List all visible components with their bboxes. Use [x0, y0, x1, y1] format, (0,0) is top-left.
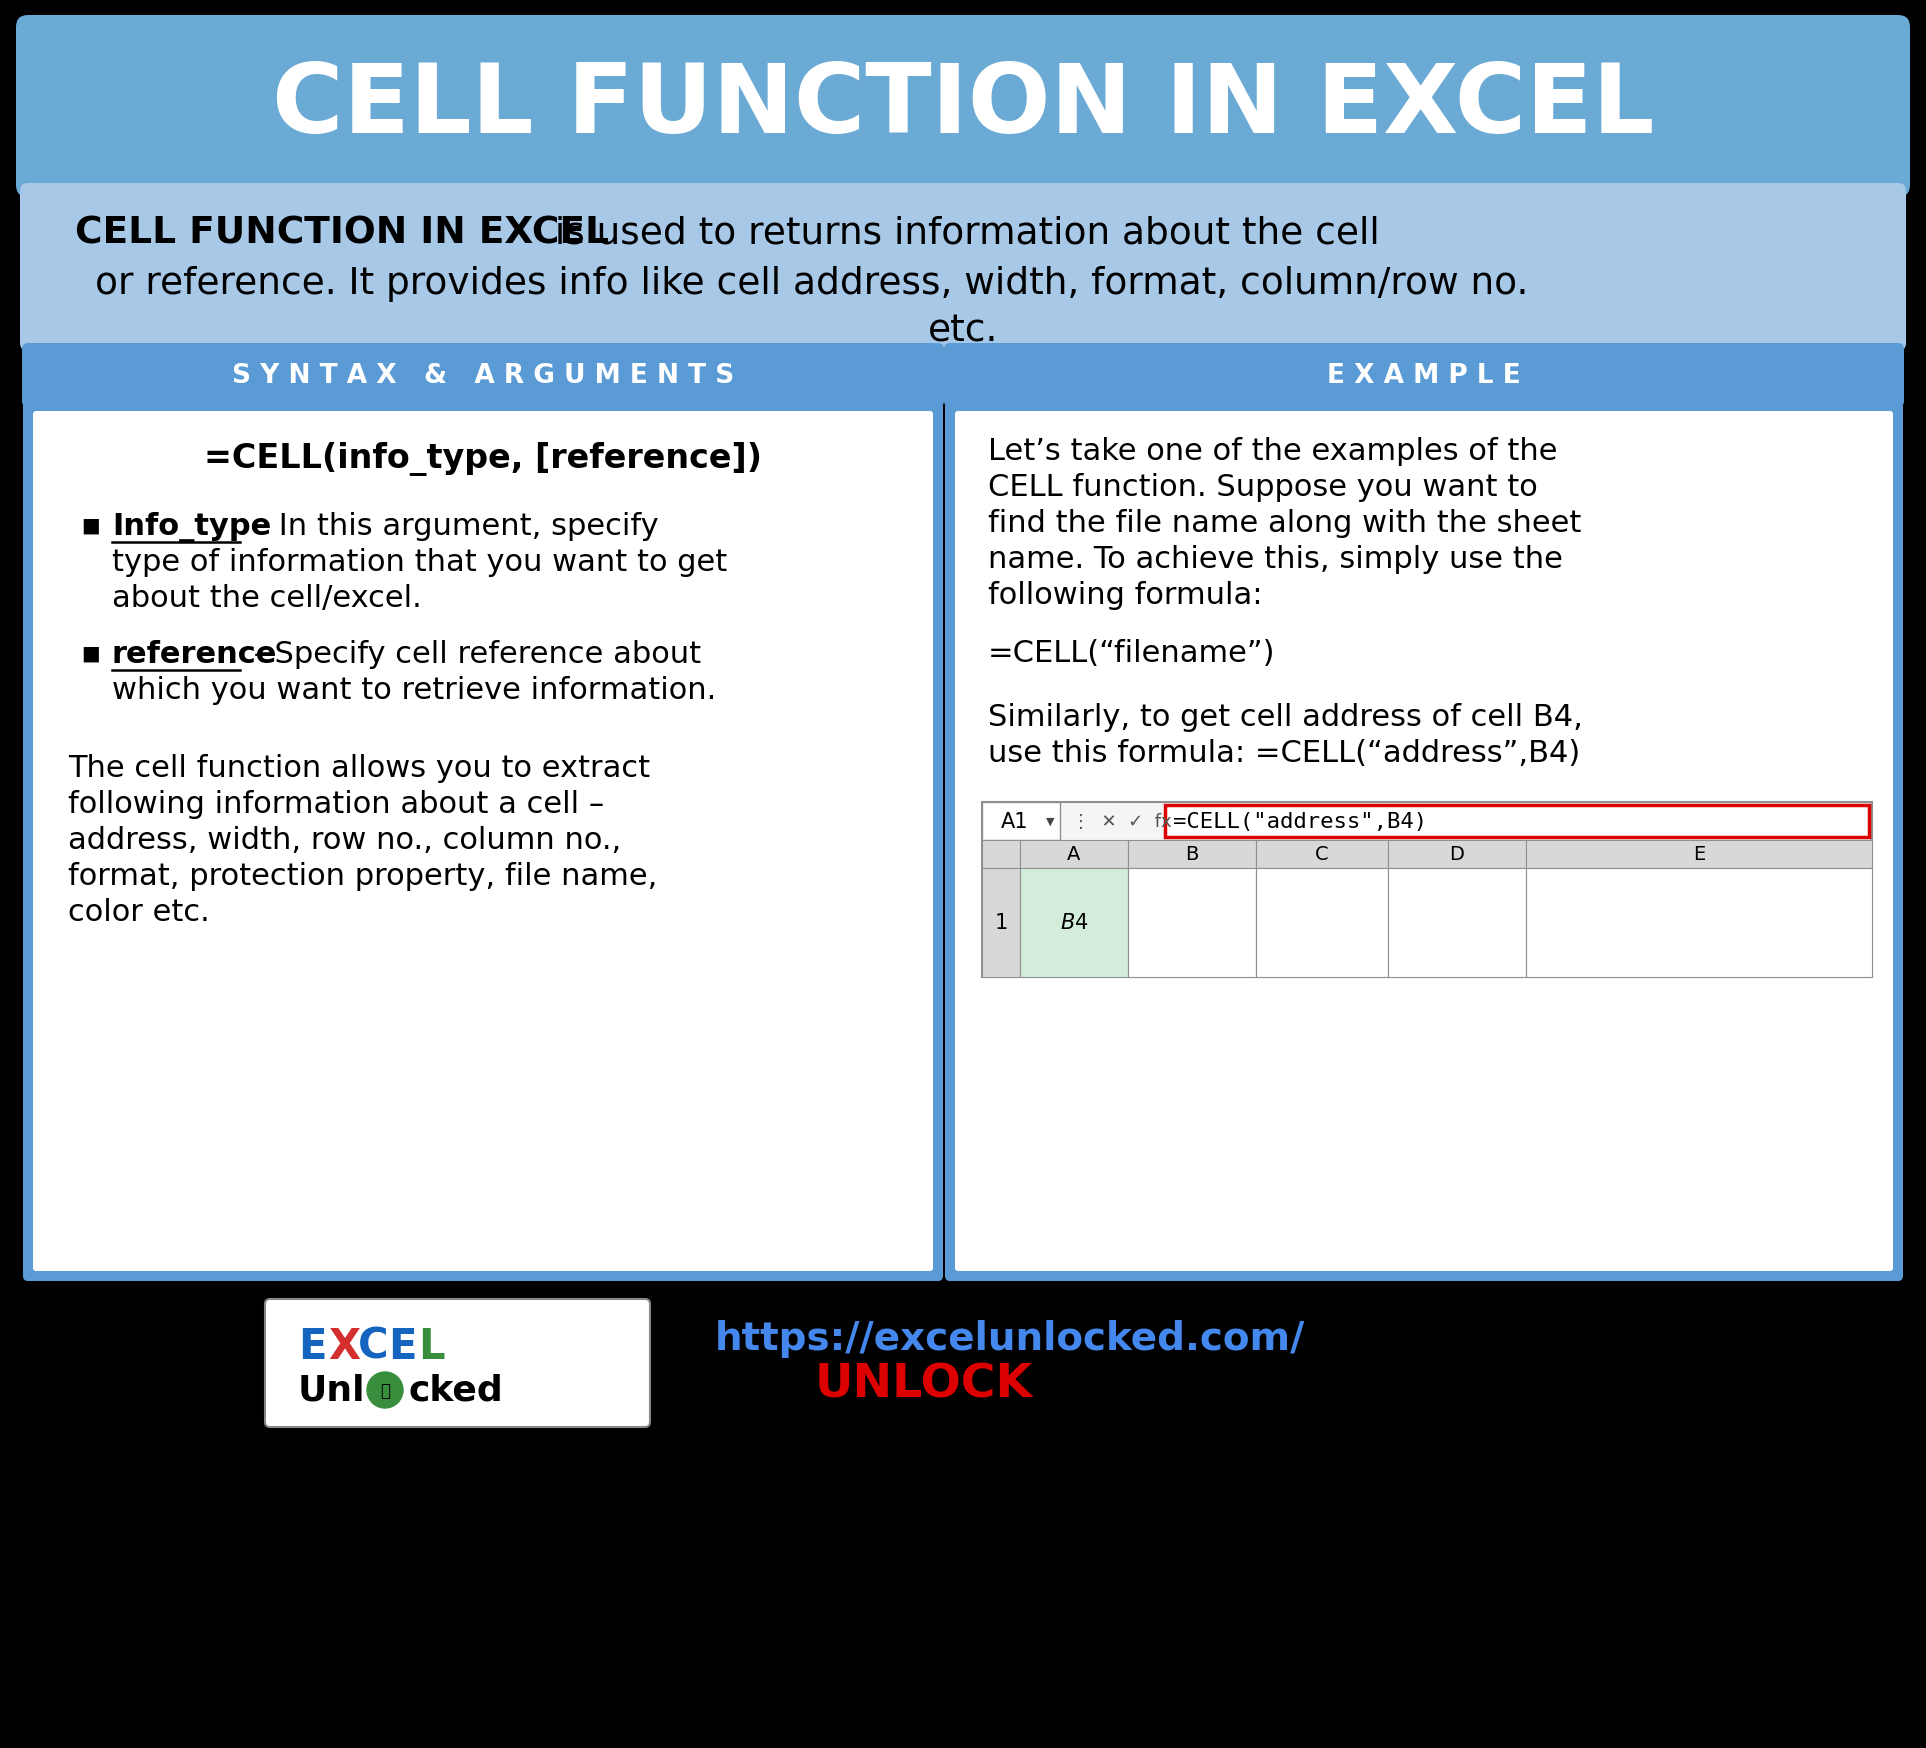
Text: CELL function. Suppose you want to: CELL function. Suppose you want to — [988, 472, 1537, 502]
FancyBboxPatch shape — [944, 344, 1905, 407]
FancyBboxPatch shape — [19, 184, 1907, 351]
Text: Similarly, to get cell address of cell B4,: Similarly, to get cell address of cell B… — [988, 703, 1583, 732]
Text: following formula:: following formula: — [988, 580, 1263, 610]
Text: or reference. It provides info like cell address, width, format, column/row no.: or reference. It provides info like cell… — [94, 266, 1529, 302]
Bar — [1021, 841, 1129, 869]
Text: cked: cked — [408, 1374, 503, 1407]
Text: format, protection property, file name,: format, protection property, file name, — [67, 862, 657, 890]
FancyBboxPatch shape — [955, 413, 1893, 1271]
Text: E: E — [1693, 844, 1705, 864]
Text: address, width, row no., column no.,: address, width, row no., column no., — [67, 825, 622, 855]
Bar — [982, 802, 1059, 841]
Text: Unl: Unl — [299, 1374, 366, 1407]
Text: name. To achieve this, simply use the: name. To achieve this, simply use the — [988, 545, 1562, 573]
Text: which you want to retrieve information.: which you want to retrieve information. — [112, 676, 716, 704]
FancyBboxPatch shape — [946, 402, 1903, 1281]
Bar — [982, 869, 1021, 977]
Text: E: E — [299, 1325, 327, 1367]
Text: 🔒: 🔒 — [379, 1381, 389, 1398]
Text: about the cell/excel.: about the cell/excel. — [112, 584, 422, 612]
Text: The cell function allows you to extract: The cell function allows you to extract — [67, 753, 651, 783]
Bar — [1389, 869, 1525, 977]
Text: X: X — [327, 1325, 360, 1367]
Text: use this formula: =CELL(“address”,B4): use this formula: =CELL(“address”,B4) — [988, 739, 1579, 767]
Text: A: A — [1067, 844, 1080, 864]
Text: find the file name along with the sheet: find the file name along with the sheet — [988, 509, 1581, 538]
Text: is used to returns information about the cell: is used to returns information about the… — [543, 215, 1379, 252]
Bar — [1129, 841, 1256, 869]
Bar — [1389, 841, 1525, 869]
FancyBboxPatch shape — [33, 413, 932, 1271]
Text: D: D — [1450, 844, 1464, 864]
Text: ▪: ▪ — [81, 512, 100, 540]
Text: A1: A1 — [1002, 811, 1028, 832]
Text: type of information that you want to get: type of information that you want to get — [112, 547, 728, 577]
Text: ⋮  ✕  ✓  fx: ⋮ ✕ ✓ fx — [1073, 813, 1171, 830]
Text: E: E — [387, 1325, 416, 1367]
FancyBboxPatch shape — [15, 16, 1911, 198]
Text: CELL FUNCTION IN EXCEL: CELL FUNCTION IN EXCEL — [75, 215, 609, 252]
Text: - Specify cell reference about: - Specify cell reference about — [245, 640, 701, 669]
Bar — [0, 1287, 1926, 1748]
Text: E X A M P L E: E X A M P L E — [1327, 364, 1522, 388]
FancyBboxPatch shape — [266, 1299, 649, 1426]
Text: $B$4: $B$4 — [1059, 912, 1088, 933]
Bar — [1525, 869, 1872, 977]
Bar — [1256, 841, 1389, 869]
Text: S Y N T A X   &   A R G U M E N T S: S Y N T A X & A R G U M E N T S — [231, 364, 734, 388]
Text: =CELL(info_type, [reference]): =CELL(info_type, [reference]) — [204, 442, 763, 475]
FancyBboxPatch shape — [21, 344, 944, 407]
Text: ▪: ▪ — [81, 640, 100, 669]
Text: =CELL(“filename”): =CELL(“filename”) — [988, 638, 1275, 668]
Text: B: B — [1184, 844, 1198, 864]
Text: UNLOCK: UNLOCK — [815, 1362, 1032, 1407]
Text: color etc.: color etc. — [67, 897, 210, 926]
Bar — [982, 802, 1872, 977]
Text: Info_type: Info_type — [112, 512, 272, 542]
Circle shape — [368, 1372, 403, 1409]
Text: https://excelunlocked.com/: https://excelunlocked.com/ — [715, 1320, 1306, 1356]
Bar — [1256, 869, 1389, 977]
Bar — [982, 841, 1021, 869]
Text: Let’s take one of the examples of the: Let’s take one of the examples of the — [988, 437, 1558, 465]
Text: following information about a cell –: following information about a cell – — [67, 790, 605, 818]
Text: ▼: ▼ — [1046, 816, 1054, 827]
Text: C: C — [1315, 844, 1329, 864]
Bar — [1021, 869, 1129, 977]
Bar — [1525, 841, 1872, 869]
Bar — [1165, 806, 1868, 837]
Text: etc.: etc. — [928, 315, 998, 350]
Text: C: C — [358, 1325, 389, 1367]
FancyBboxPatch shape — [23, 402, 944, 1281]
Text: 1: 1 — [994, 912, 1007, 933]
Text: L: L — [418, 1325, 445, 1367]
Text: reference: reference — [112, 640, 277, 669]
Text: CELL FUNCTION IN EXCEL: CELL FUNCTION IN EXCEL — [272, 61, 1654, 154]
Text: – In this argument, specify: – In this argument, specify — [245, 512, 659, 540]
Text: =CELL("address",B4): =CELL("address",B4) — [1173, 811, 1427, 832]
Bar — [1129, 869, 1256, 977]
